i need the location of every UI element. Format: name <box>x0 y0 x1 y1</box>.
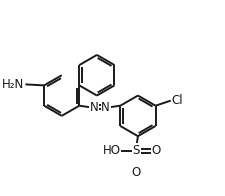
Text: N: N <box>90 101 98 114</box>
Text: S: S <box>133 144 140 157</box>
Text: H₂N: H₂N <box>2 78 25 91</box>
Text: O: O <box>132 166 141 179</box>
Text: O: O <box>152 144 161 157</box>
Text: N: N <box>101 101 110 114</box>
Text: Cl: Cl <box>171 94 183 107</box>
Text: HO: HO <box>102 144 120 157</box>
